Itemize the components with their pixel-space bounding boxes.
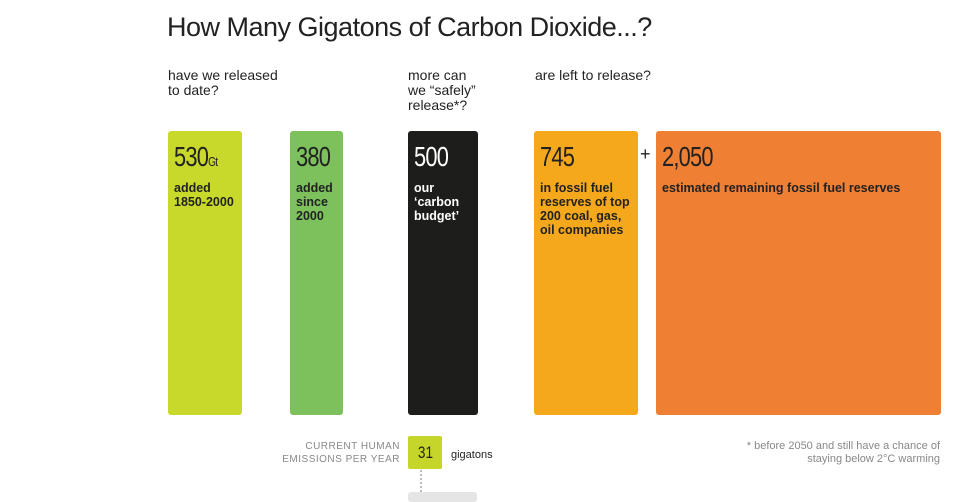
value-label-wrap: 530Gt	[174, 141, 236, 173]
emissions-box: 31	[408, 436, 442, 469]
emissions-unit: gigatons	[451, 449, 493, 461]
description: estimated remaining fossil fuel reserves	[662, 181, 901, 195]
description: added since 2000	[296, 181, 333, 223]
emissions-value: 31	[417, 442, 433, 462]
value-label: 380	[296, 141, 331, 172]
box: 745 in fossil fuel reserves of top 200 co…	[534, 131, 638, 415]
value-label: 530Gt	[174, 141, 218, 172]
next-box	[408, 492, 477, 502]
box: 500 our ‘carbon budget’	[408, 131, 478, 415]
footnote: * before 2050 and still have a chance of…	[746, 440, 940, 465]
value-label-wrap: 380	[296, 141, 337, 173]
value-label-wrap: 500	[414, 141, 472, 173]
box: 2,050 estimated remaining fossil fuel res…	[656, 131, 941, 415]
heading: have we released to date?	[168, 67, 278, 98]
description: added 1850-2000	[174, 181, 234, 209]
unit: Gt	[208, 154, 218, 169]
box: 380 added since 2000	[290, 131, 343, 415]
operator: +	[640, 144, 651, 164]
value-label: 2,050	[662, 141, 714, 172]
heading: more can we “safely” release*?	[408, 67, 476, 113]
connector	[420, 470, 422, 492]
description: in fossil fuel reserves of top 200 coal,…	[540, 181, 630, 237]
value-label: 745	[540, 141, 575, 172]
value-label-wrap: 2,050	[662, 141, 935, 173]
chart-title: How Many Gigatons of Carbon Dioxide...?	[167, 12, 652, 42]
description: our ‘carbon budget’	[414, 181, 460, 223]
value-label-wrap: 745	[540, 141, 632, 173]
heading: are left to release?	[535, 67, 651, 83]
value-label: 500	[414, 141, 449, 172]
emissions-label: CURRENT HUMAN EMISSIONS PER YEAR	[282, 441, 400, 465]
box: 530Gt added 1850-2000	[168, 131, 242, 415]
